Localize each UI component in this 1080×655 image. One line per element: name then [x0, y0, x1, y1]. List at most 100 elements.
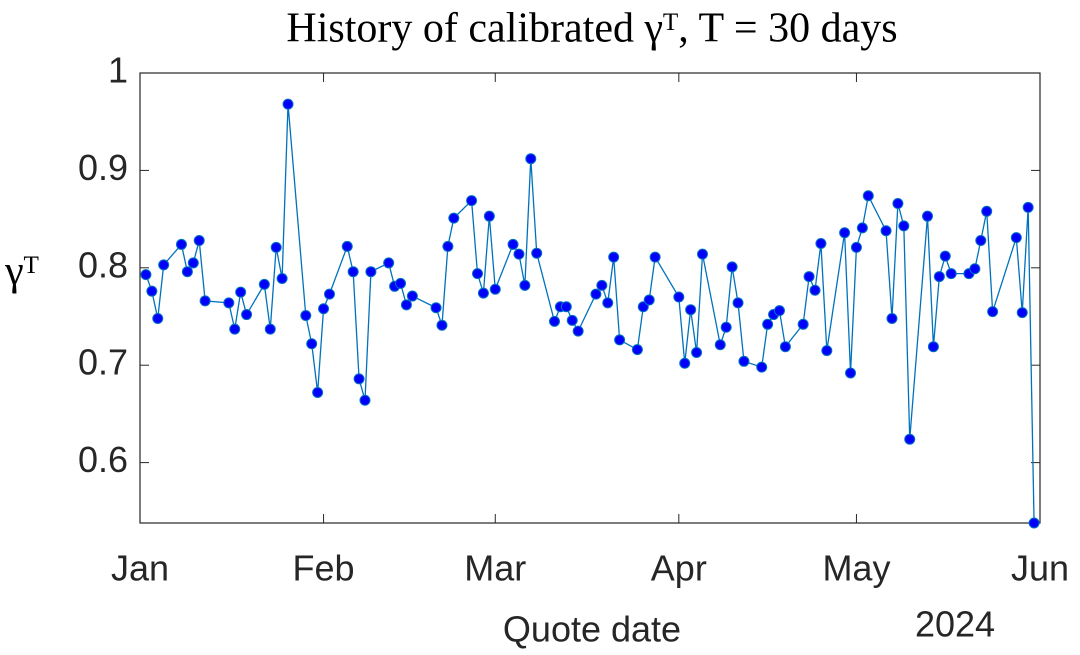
data-point — [270, 241, 282, 253]
data-point — [904, 433, 916, 445]
data-point — [697, 248, 708, 260]
data-point — [146, 285, 158, 297]
data-point — [323, 288, 335, 300]
y-tick-label: 0.6 — [78, 439, 128, 480]
data-point — [152, 312, 164, 324]
data-point — [596, 279, 608, 291]
data-point — [738, 355, 750, 367]
data-point — [489, 283, 501, 295]
data-point — [1016, 307, 1028, 319]
data-point — [235, 286, 247, 298]
data-point — [898, 220, 910, 232]
x-tick-label: Jan — [111, 548, 169, 589]
data-point — [845, 367, 857, 379]
data-point — [862, 190, 874, 202]
data-point — [815, 237, 827, 249]
data-point — [483, 210, 495, 222]
data-point — [720, 321, 732, 333]
data-point — [258, 278, 270, 290]
data-point — [365, 266, 377, 278]
data-point — [430, 302, 442, 314]
data-point — [566, 314, 578, 326]
data-point — [886, 312, 898, 324]
data-point — [732, 297, 744, 309]
data-point — [406, 290, 418, 302]
data-point — [608, 251, 620, 263]
data-point — [981, 205, 993, 217]
data-point — [856, 222, 868, 234]
data-point — [531, 247, 543, 259]
data-point — [927, 341, 939, 353]
data-point — [987, 306, 999, 318]
data-point — [347, 266, 359, 278]
data-point — [442, 240, 454, 252]
data-point — [892, 198, 904, 210]
data-point — [1028, 517, 1040, 529]
data-point — [300, 310, 312, 322]
y-tick-label: 0.8 — [78, 244, 128, 285]
data-point — [312, 386, 324, 398]
data-point — [223, 297, 235, 309]
axes-box — [139, 72, 1041, 524]
data-point — [945, 268, 957, 280]
data-point — [850, 241, 862, 253]
data-point — [685, 304, 697, 316]
x-year-label: 2024 — [915, 604, 995, 645]
data-point — [477, 287, 489, 299]
data-point — [649, 251, 661, 263]
data-point — [1010, 232, 1022, 244]
data-point — [513, 248, 525, 260]
x-tick-label: Feb — [293, 548, 355, 589]
data-point — [181, 266, 193, 278]
data-point — [797, 318, 809, 330]
x-axis-label: Quote date — [503, 609, 681, 650]
series-line — [145, 104, 1035, 524]
data-point — [714, 339, 726, 351]
data-point — [602, 297, 614, 309]
data-point — [264, 323, 276, 335]
data-point — [448, 212, 460, 224]
data-point — [276, 273, 288, 285]
data-point — [803, 271, 815, 283]
data-point — [241, 309, 253, 321]
data-point — [282, 98, 294, 110]
data-point — [560, 301, 572, 313]
data-point — [548, 315, 560, 327]
data-point — [466, 195, 478, 207]
data-point — [839, 227, 851, 239]
data-point — [199, 295, 211, 307]
data-point — [519, 279, 531, 291]
data-point — [673, 291, 685, 303]
data-point — [631, 344, 643, 356]
y-axis-label: γᵀ — [4, 249, 39, 295]
data-point — [359, 394, 371, 406]
data-point — [525, 153, 537, 165]
data-point — [975, 235, 987, 247]
data-point — [400, 299, 412, 311]
data-point — [691, 347, 703, 359]
data-point — [306, 338, 318, 350]
data-point — [939, 250, 951, 262]
x-tick-label: Apr — [651, 548, 707, 589]
data-point — [880, 225, 892, 237]
data-point — [187, 257, 199, 269]
chart-title: History of calibrated γᵀ, T = 30 days — [286, 6, 897, 52]
data-point — [821, 345, 833, 357]
data-point — [922, 210, 933, 222]
data-point — [756, 361, 768, 373]
x-tick-label: Jun — [1011, 548, 1069, 589]
data-point — [614, 334, 626, 346]
data-point — [1022, 201, 1034, 213]
data-point — [572, 325, 584, 337]
data-point — [353, 373, 365, 385]
data-point — [175, 238, 187, 250]
data-point — [643, 294, 655, 306]
data-point — [395, 277, 407, 289]
data-point — [679, 357, 691, 369]
data-point — [158, 259, 170, 271]
y-tick-label: 0.7 — [78, 342, 128, 383]
data-point — [229, 323, 241, 335]
data-point — [318, 303, 330, 315]
data-point — [140, 269, 152, 281]
